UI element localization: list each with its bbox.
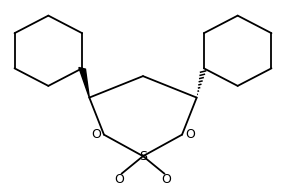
Text: O: O xyxy=(115,173,124,186)
Polygon shape xyxy=(79,67,89,98)
Text: O: O xyxy=(91,128,101,141)
Text: O: O xyxy=(162,173,171,186)
Text: S: S xyxy=(139,150,147,163)
Text: O: O xyxy=(185,128,195,141)
